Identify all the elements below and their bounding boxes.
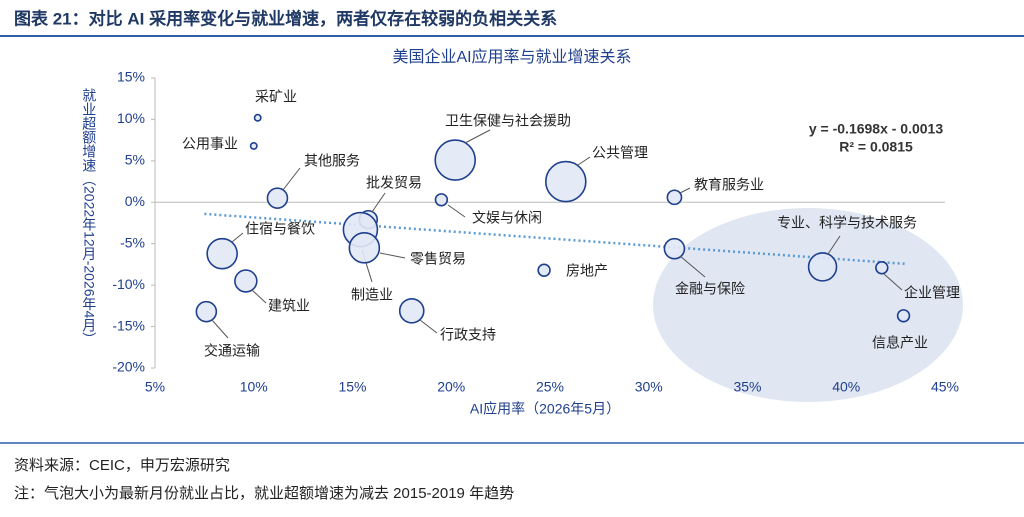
bubble [434,193,449,207]
x-tick-label: 25% [536,379,564,395]
bubble [266,187,289,209]
x-axis-label: AI应用率（2026年5月） [470,401,620,417]
bubble-label: 卫生保健与社会援助 [445,113,571,129]
bubble-label: 批发贸易 [366,175,422,191]
bubble [896,309,911,323]
x-tick-label: 5% [145,379,165,395]
leader-line [419,319,438,334]
bubble-label: 零售贸易 [410,251,466,267]
source-note: 资料来源：CEIC，申万宏源研究 [14,457,230,474]
trendline [204,212,906,266]
y-tick-label: 5% [125,152,145,168]
figure-title: 图表 21：对比 AI 采用率变化与就业增速，两者仅存在较弱的负相关关系 [14,8,557,28]
leader-line [379,252,406,259]
leader-line [447,204,466,218]
bubble [875,261,889,275]
bubble [537,263,551,277]
bubble [234,269,258,293]
trend-equation: y = -0.1698x - 0.0013 [809,121,943,137]
bubble [206,237,238,270]
leader-line [679,255,706,278]
x-tick-label: 40% [832,379,860,395]
y-tick-label: 15% [117,69,145,85]
leader-line [231,232,244,243]
leader-line [371,192,386,213]
y-tick-label: -10% [112,276,145,292]
y-tick-label: 10% [117,110,145,126]
bubble-label: 信息产业 [872,335,928,351]
leader-line [282,167,301,191]
bubble [807,252,838,282]
y-tick-label: -5% [120,234,145,250]
y-tick-label: 0% [125,193,145,209]
leader-line [577,156,591,166]
bubble [249,141,258,150]
bubble-label: 采矿业 [255,89,297,105]
bubble-label: 公共管理 [592,145,648,161]
x-tick-label: 10% [240,379,268,395]
leader-line [883,273,903,291]
bubble [666,189,683,206]
bubble [348,232,381,264]
footnote: 注：气泡大小为最新月份就业占比，就业超额增速为减去 2015-2019 年趋势 [14,485,514,502]
bubble-label: 教育服务业 [694,177,764,193]
chart-title: 美国企业AI应用率与就业增速关系 [392,47,631,66]
bubble-label: 公用事业 [182,136,238,152]
bubble-label: 建筑业 [268,298,310,314]
x-tick-label: 35% [733,379,761,395]
bubble-label: 交通运输 [204,343,260,359]
highlight-area [653,208,963,402]
bubble-label: 制造业 [351,287,393,303]
bubble [663,237,686,260]
leader-line [251,289,267,304]
trend-r2: R² = 0.0815 [839,139,913,155]
x-tick-label: 15% [338,379,366,395]
bubble-label: 其他服务 [304,153,360,169]
leader-line [464,129,491,144]
leader-line [827,235,841,255]
bubble [253,113,262,122]
bubble-label: 企业管理 [904,285,960,301]
bubble-label: 行政支持 [440,327,496,343]
bubble-label: 专业、科学与技术服务 [777,215,917,231]
bubble [434,139,477,181]
x-tick-label: 20% [437,379,465,395]
bubble [398,297,425,324]
bubble-label: 住宿与餐饮 [245,221,315,237]
x-tick-label: 45% [931,379,959,395]
y-axis-label: 就业超额增速（2022年12月-2026年4月） [81,88,97,346]
bubble [544,160,587,203]
leader-line [211,319,229,339]
bubble-label: 金融与保险 [675,281,745,297]
bubble-label: 房地产 [566,263,608,279]
x-tick-label: 30% [635,379,663,395]
y-tick-label: -15% [112,317,145,333]
y-tick-label: -20% [112,359,145,375]
bubble-label: 文娱与休闲 [472,210,542,226]
leader-line [679,187,691,194]
bubble [195,300,218,323]
